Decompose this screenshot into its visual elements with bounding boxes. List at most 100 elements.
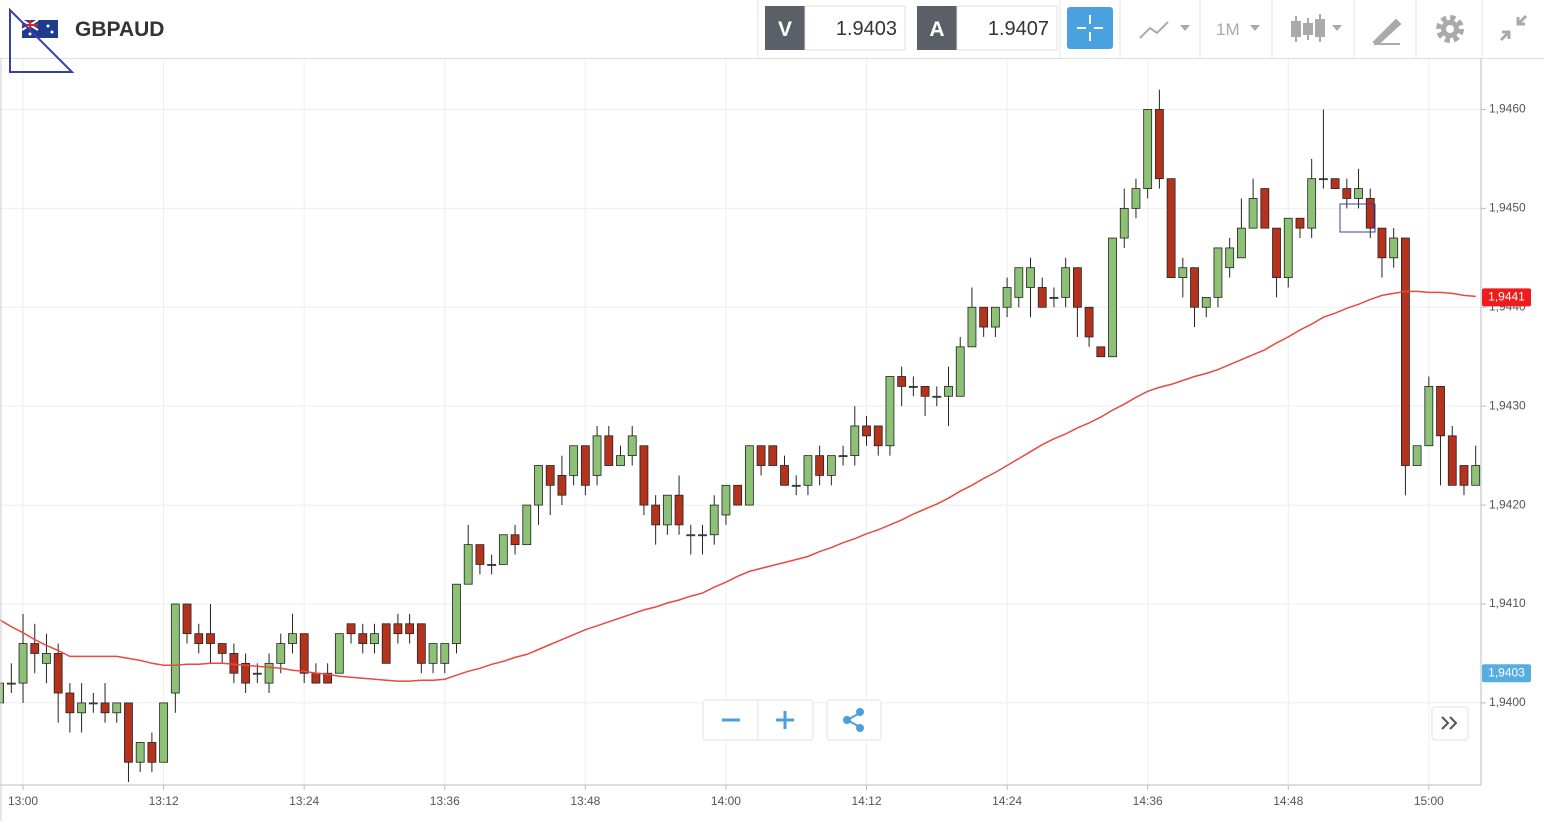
candle-body: [850, 425, 860, 457]
chart-type-button[interactable]: [1139, 21, 1190, 39]
candle-style-button[interactable]: [1291, 14, 1342, 42]
candle-body: [1108, 237, 1117, 358]
candle-body: [826, 455, 836, 476]
candle-body: [944, 385, 953, 397]
candle-body: [53, 653, 63, 694]
symbol: GBPAUD: [75, 18, 164, 41]
candle-body: [358, 633, 368, 644]
candle-body: [487, 564, 497, 566]
candle-body: [1436, 385, 1445, 437]
candle-body: [733, 484, 743, 506]
candle-body: [1459, 465, 1469, 486]
candle-body: [651, 504, 661, 526]
candle-body: [264, 662, 274, 684]
candle-body: [100, 702, 110, 714]
candle-body: [510, 534, 520, 546]
buy-button[interactable]: A 1.9407: [917, 5, 1058, 51]
axes: 1,94001,94101,94201,94301,94401,94501,94…: [0, 59, 1531, 821]
x-tick-label: 14:48: [1273, 794, 1303, 808]
candle-body: [908, 385, 918, 388]
candle-body: [323, 672, 333, 684]
candle-body: [709, 504, 719, 536]
candle-body: [463, 544, 473, 585]
candle-body: [674, 494, 684, 526]
candle-body: [1119, 207, 1129, 239]
x-tick-label: 14:12: [851, 794, 881, 808]
candle-body: [393, 623, 403, 635]
candle-body: [1014, 267, 1024, 298]
x-tick-label: 13:24: [289, 794, 319, 808]
candle-body: [1307, 178, 1317, 229]
header-bar: GBPAUD V 1.9403 A 1.9407 1M: [0, 0, 1544, 73]
x-tick-label: 14:24: [992, 794, 1022, 808]
candle-body: [592, 435, 602, 476]
candle-body: [838, 455, 848, 458]
x-tick-label: 14:36: [1133, 794, 1163, 808]
candle-body: [1213, 247, 1223, 298]
candle-body: [1178, 267, 1188, 278]
share-button[interactable]: [826, 699, 882, 741]
candle-body: [686, 534, 696, 537]
candle-body: [299, 633, 309, 674]
candle-body: [768, 445, 778, 466]
candle-body: [370, 633, 379, 644]
candle-body: [662, 494, 672, 526]
candle-body: [30, 643, 40, 654]
candle-body: [955, 346, 965, 397]
sell-button[interactable]: V 1.9403: [765, 5, 906, 51]
scroll-right-button[interactable]: [1431, 706, 1469, 741]
candle-body: [1318, 178, 1328, 181]
candle-body: [616, 455, 625, 466]
candle-body: [1248, 198, 1258, 229]
settings-button[interactable]: [1436, 15, 1464, 43]
candle-body: [885, 376, 895, 447]
candle-body: [65, 692, 75, 714]
candle-body: [1049, 296, 1059, 299]
collapse-button[interactable]: [1499, 14, 1528, 42]
candle-body: [979, 306, 989, 328]
candle-body: [182, 603, 192, 635]
candle-body: [498, 534, 508, 565]
candle-body: [194, 633, 204, 644]
flag-icon: [21, 19, 58, 38]
candle-body: [1037, 287, 1047, 308]
y-tick-label: 1,9450: [1489, 201, 1526, 215]
candle-body: [1471, 465, 1481, 486]
candle-body: [639, 445, 649, 506]
candle-body: [557, 475, 567, 496]
x-tick-label: 14:00: [711, 794, 741, 808]
buy-label: A: [929, 18, 944, 41]
crosshair-button[interactable]: [1067, 7, 1113, 49]
candle-body: [381, 623, 391, 664]
timeframe-button[interactable]: 1M: [1216, 20, 1260, 39]
y-tick-label: 1,9410: [1489, 596, 1526, 610]
candle-body: [604, 435, 614, 466]
candle-body: [135, 742, 145, 763]
x-tick-label: 15:00: [1414, 794, 1444, 808]
cursor-box: [1339, 203, 1376, 233]
candle-body: [159, 702, 169, 763]
candle-body: [428, 643, 438, 664]
candle-body: [1225, 247, 1235, 269]
candle-body: [1342, 188, 1352, 199]
candle-body: [241, 662, 251, 684]
candle-body: [1260, 188, 1270, 229]
y-tick-label: 1,9420: [1489, 497, 1526, 511]
candle-body: [112, 702, 122, 714]
draw-button[interactable]: [1372, 18, 1402, 46]
candle-body: [1283, 217, 1293, 278]
candle-body: [1166, 178, 1176, 278]
x-tick-label: 13:12: [149, 794, 179, 808]
candle-body: [1365, 198, 1375, 229]
candle-body: [1143, 109, 1153, 189]
zoom-in-button[interactable]: [776, 711, 794, 729]
candle-body: [1412, 445, 1422, 466]
sell-price: 1.9403: [836, 18, 897, 40]
candle-body: [6, 682, 16, 685]
candle-body: [1002, 287, 1012, 308]
candle-body: [440, 643, 450, 664]
candle-body: [756, 445, 766, 466]
candle-body: [815, 455, 825, 476]
